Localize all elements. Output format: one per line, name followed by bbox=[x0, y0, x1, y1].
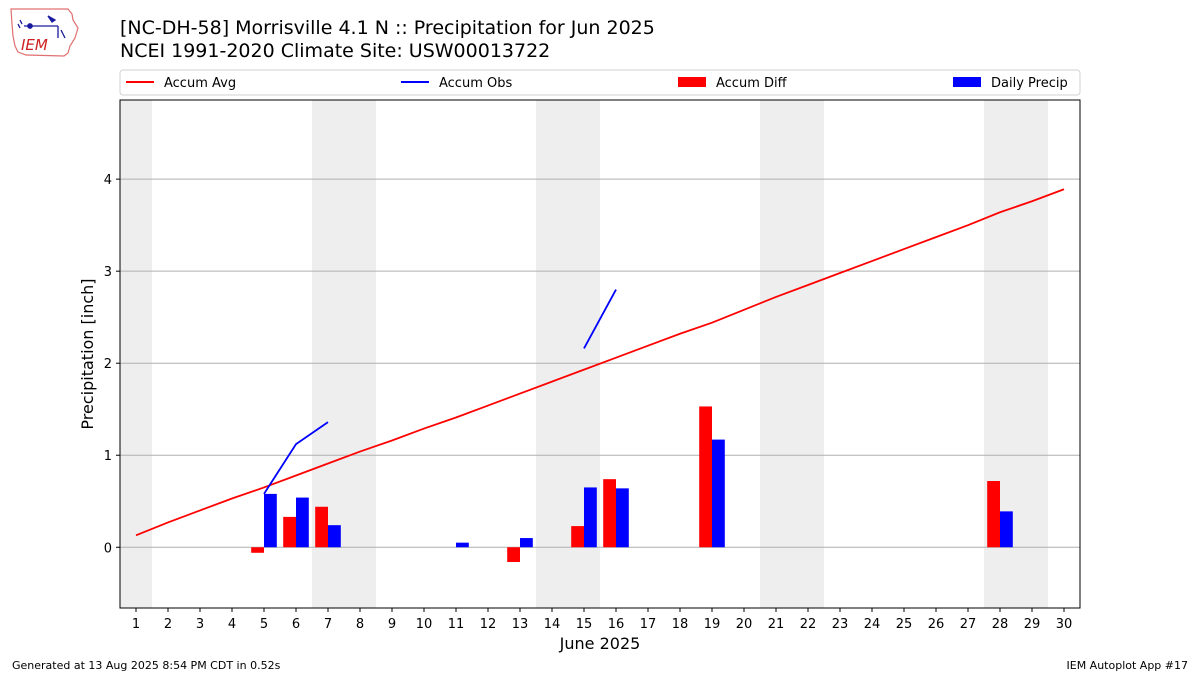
x-tick-label: 18 bbox=[672, 617, 689, 632]
legend-label: Daily Precip bbox=[991, 76, 1068, 91]
accum-diff-bar bbox=[507, 547, 520, 562]
accum-diff-bar bbox=[571, 526, 584, 548]
y-tick-label: 0 bbox=[104, 541, 112, 556]
weekend-band bbox=[120, 100, 152, 608]
accum-diff-bar bbox=[987, 481, 1000, 548]
x-tick-label: 11 bbox=[448, 617, 465, 632]
accum-diff-bar bbox=[315, 506, 328, 548]
weekend-band bbox=[312, 100, 376, 608]
accum-obs-line bbox=[263, 421, 329, 495]
x-tick-label: 3 bbox=[196, 617, 204, 632]
accum-diff-bar bbox=[251, 547, 264, 553]
x-tick-label: 20 bbox=[736, 617, 753, 632]
y-tick-label: 2 bbox=[104, 357, 112, 372]
legend-bar-swatch bbox=[953, 77, 981, 87]
daily-precip-bar bbox=[264, 493, 277, 548]
x-tick-label: 24 bbox=[864, 617, 881, 632]
y-tick-label: 1 bbox=[104, 449, 112, 464]
chart-title: [NC-DH-58] Morrisville 4.1 N :: Precipit… bbox=[120, 17, 655, 39]
x-tick-label: 28 bbox=[992, 617, 1009, 632]
x-tick-label: 29 bbox=[1024, 617, 1041, 632]
x-tick-label: 2 bbox=[164, 617, 172, 632]
accum-diff-bar bbox=[603, 479, 616, 548]
x-tick-label: 1 bbox=[132, 617, 140, 632]
daily-precip-bar bbox=[296, 497, 309, 548]
logo-text: IEM bbox=[21, 36, 48, 54]
weekend-band bbox=[536, 100, 600, 608]
x-axis-label: June 2025 bbox=[559, 634, 641, 653]
y-tick-label: 3 bbox=[104, 265, 112, 280]
x-tick-label: 16 bbox=[608, 617, 625, 632]
iem-logo: IEM bbox=[8, 6, 80, 62]
accum-obs-line bbox=[583, 289, 617, 349]
legend-label: Accum Diff bbox=[716, 76, 788, 91]
generated-timestamp: Generated at 13 Aug 2025 8:54 PM CDT in … bbox=[12, 659, 281, 672]
daily-precip-bar bbox=[456, 542, 469, 548]
daily-precip-bar bbox=[1000, 511, 1013, 548]
daily-precip-bar bbox=[584, 487, 597, 548]
plot-frame bbox=[119, 99, 1081, 609]
x-tick-label: 6 bbox=[292, 617, 300, 632]
x-tick-label: 22 bbox=[800, 617, 817, 632]
legend-label: Accum Obs bbox=[439, 76, 512, 91]
x-tick-label: 21 bbox=[768, 617, 785, 632]
x-tick-label: 19 bbox=[704, 617, 721, 632]
chart-subtitle: NCEI 1991-2020 Climate Site: USW00013722 bbox=[120, 40, 551, 62]
weekend-band bbox=[984, 100, 1048, 608]
x-tick-label: 12 bbox=[480, 617, 497, 632]
x-tick-label: 13 bbox=[512, 617, 529, 632]
daily-precip-bar bbox=[712, 439, 725, 548]
legend-label: Accum Avg bbox=[164, 76, 236, 91]
daily-precip-bar bbox=[520, 538, 533, 548]
x-tick-label: 25 bbox=[896, 617, 913, 632]
x-tick-label: 23 bbox=[832, 617, 849, 632]
x-tick-label: 8 bbox=[356, 617, 364, 632]
y-axis-label: Precipitation [inch] bbox=[78, 278, 97, 429]
legend-box bbox=[119, 69, 1081, 96]
y-tick-label: 4 bbox=[104, 173, 112, 188]
app-label: IEM Autoplot App #17 bbox=[1066, 659, 1189, 672]
x-tick-label: 26 bbox=[928, 617, 945, 632]
x-tick-label: 17 bbox=[640, 617, 657, 632]
accum-avg-line bbox=[135, 188, 1065, 537]
accum-diff-bar bbox=[699, 406, 712, 548]
x-tick-label: 27 bbox=[960, 617, 977, 632]
x-tick-label: 7 bbox=[324, 617, 332, 632]
x-tick-label: 30 bbox=[1056, 617, 1073, 632]
x-tick-label: 10 bbox=[416, 617, 433, 632]
x-tick-label: 4 bbox=[228, 617, 236, 632]
x-tick-label: 5 bbox=[260, 617, 268, 632]
x-tick-label: 9 bbox=[388, 617, 396, 632]
accum-diff-bar bbox=[283, 516, 296, 548]
weekend-band bbox=[760, 100, 824, 608]
x-tick-label: 14 bbox=[544, 617, 561, 632]
daily-precip-bar bbox=[616, 488, 629, 548]
x-tick-label: 15 bbox=[576, 617, 593, 632]
daily-precip-bar bbox=[328, 525, 341, 548]
legend-bar-swatch bbox=[678, 77, 706, 87]
